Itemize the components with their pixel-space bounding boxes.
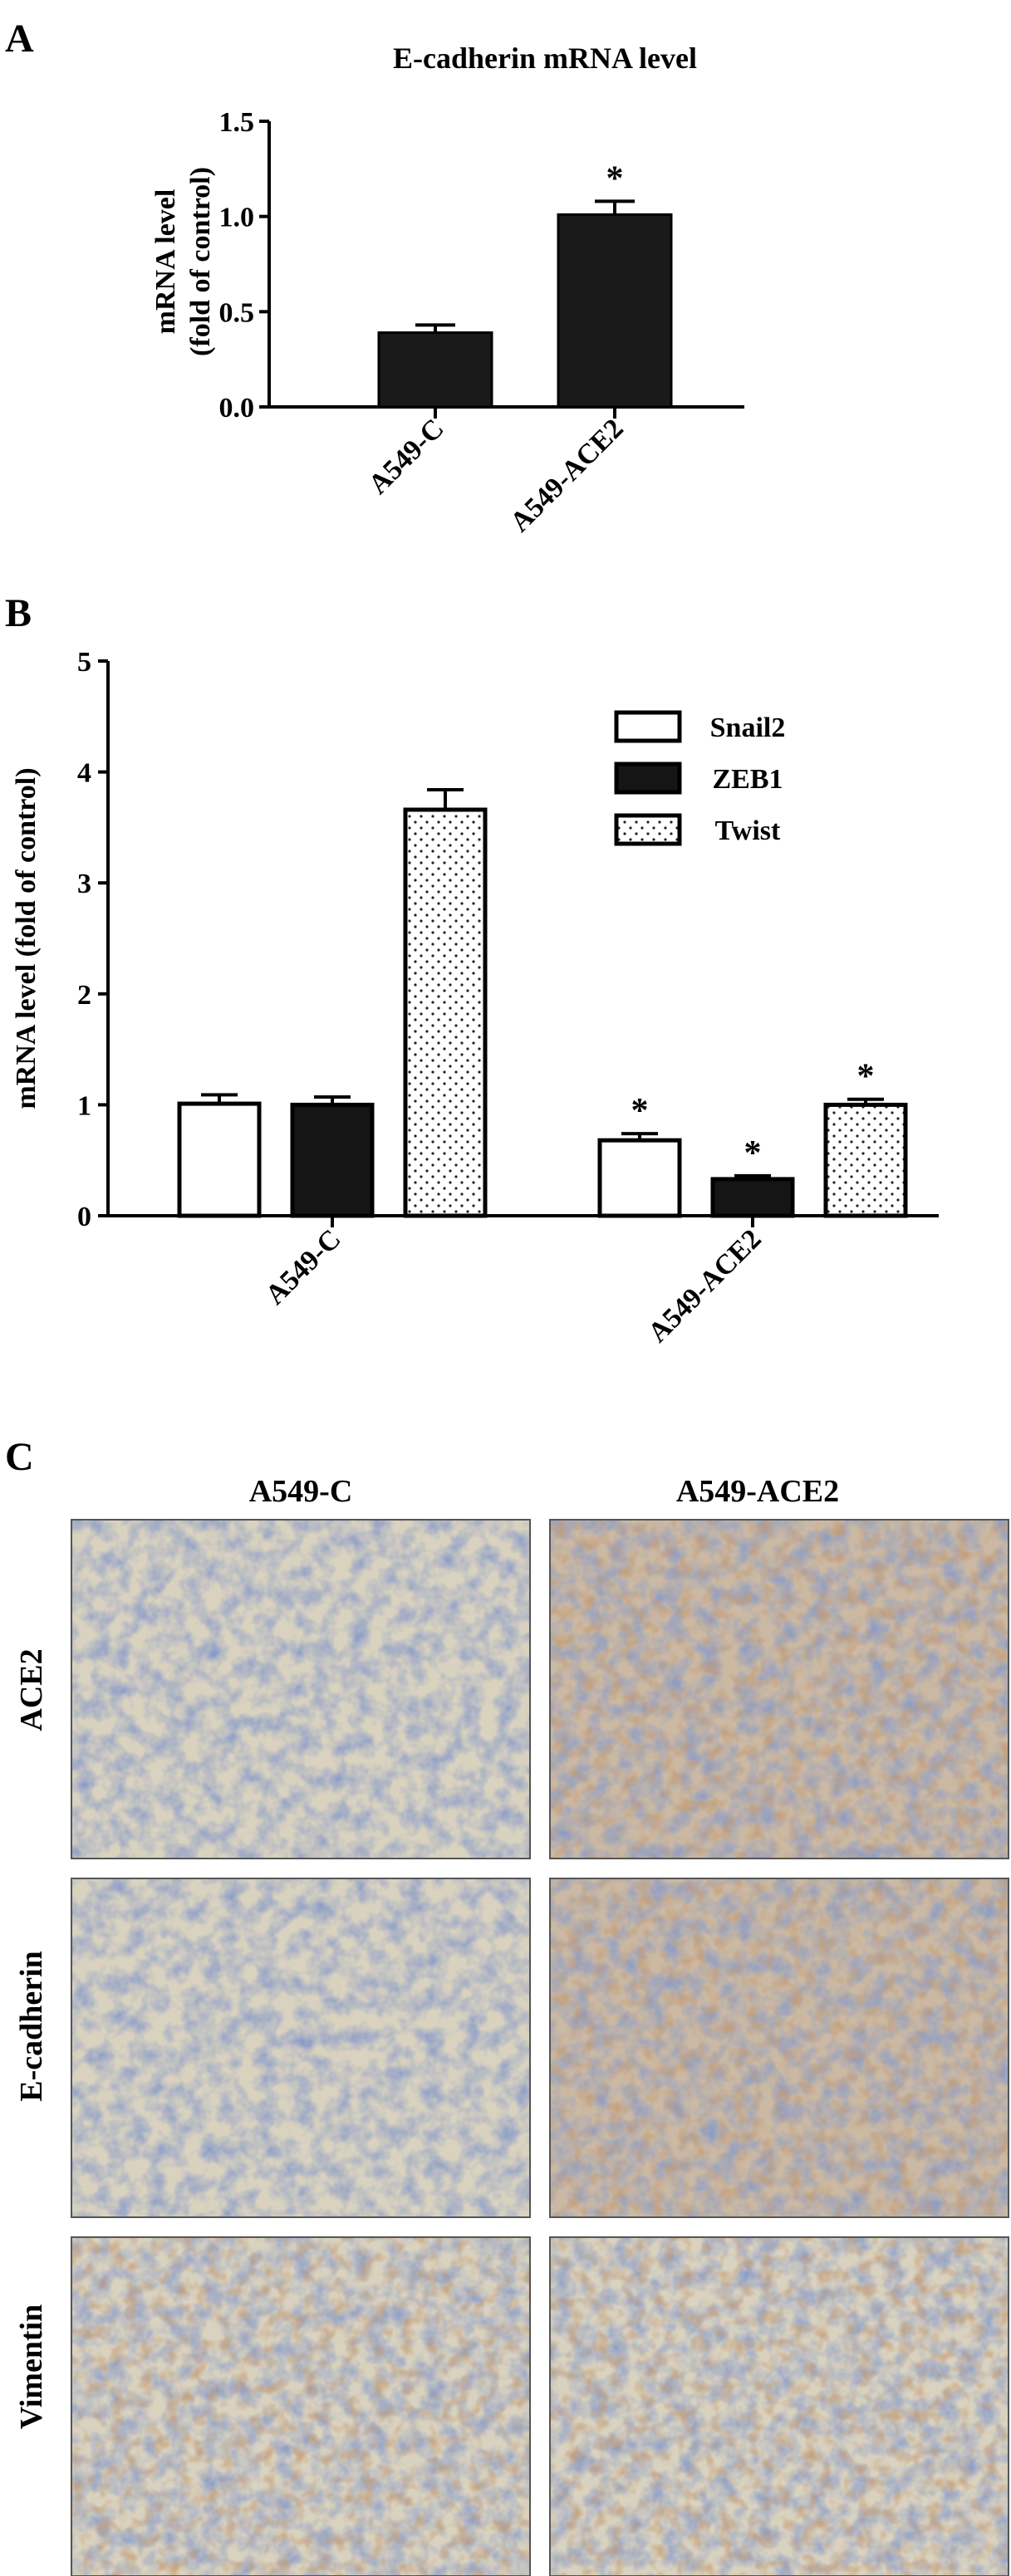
micrograph-brown-stain xyxy=(71,2237,530,2576)
row-label-e-cadherin: E-cadherin xyxy=(14,1951,49,2102)
chart-a-ytick-label: 1.5 xyxy=(219,107,255,138)
legend-swatch-zeb1 xyxy=(614,762,682,795)
chart-b-significance: * xyxy=(744,1134,762,1173)
row-label-ace2: ACE2 xyxy=(14,1648,49,1731)
chart-a-title: E-cadherin mRNA level xyxy=(393,42,697,75)
micrograph-border xyxy=(549,1519,1009,1859)
chart-a-ytick-label: 0.0 xyxy=(219,393,255,424)
panel-c-letter: C xyxy=(5,1435,34,1479)
legend-swatch-snail2 xyxy=(614,710,682,743)
chart-a-significance: * xyxy=(606,159,624,198)
micrograph-grid xyxy=(71,1519,1009,2576)
chart-b-bar-snail2 xyxy=(597,1138,682,1218)
chart-b-plot: 0 1 2 3 4 5 A549-C * * * A549-ACE2 Snail2 ZEB1 Twist xyxy=(77,647,939,1349)
chart-b-ytick-label: 3 xyxy=(77,869,91,899)
chart-b-legend: Snail2 ZEB1 Twist xyxy=(614,710,786,846)
micrograph-brown-stain xyxy=(550,1520,1009,1859)
micrograph-brown-stain xyxy=(550,2237,1009,2576)
chart-a-ylabel-line2: (fold of control) xyxy=(185,167,216,356)
chart-b-ytick-label: 5 xyxy=(77,647,91,678)
col-header-a549-ace2: A549-ACE2 xyxy=(676,1474,839,1509)
chart-a-bar xyxy=(377,331,493,409)
chart-b-bar-zeb1 xyxy=(290,1102,375,1218)
col-header-a549-c: A549-C xyxy=(249,1474,353,1509)
chart-b-category-label: A549-C xyxy=(260,1223,347,1310)
micrograph-border xyxy=(549,2236,1009,2576)
chart-a-ytick-label: 1.0 xyxy=(219,203,255,233)
micrograph-ace2-a549-ace2 xyxy=(549,1519,1009,1859)
micrograph-border xyxy=(549,1878,1009,2218)
chart-b-ylabel: mRNA level (fold of control) xyxy=(11,767,42,1109)
micrograph-border xyxy=(71,2236,531,2576)
chart-a-bar xyxy=(557,213,673,409)
panel-b-letter: B xyxy=(5,591,32,635)
chart-b-category-label: A549-ACE2 xyxy=(642,1223,767,1348)
legend-label-snail2: Snail2 xyxy=(710,713,786,743)
chart-b-bar-twist xyxy=(823,1102,908,1218)
chart-b-significance: * xyxy=(631,1092,649,1130)
chart-a-ylabel-line1: mRNA level xyxy=(150,189,181,335)
chart-b-ytick-label: 0 xyxy=(77,1202,91,1232)
micrograph-nuclei xyxy=(71,1520,530,1859)
chart-b-ytick-label: 4 xyxy=(77,758,91,789)
micrograph-border xyxy=(71,1519,531,1859)
chart-a-category-label: A549-ACE2 xyxy=(504,413,629,537)
chart-b-ytick-label: 2 xyxy=(77,980,91,1011)
micrograph-vimentin-a549-ace2 xyxy=(549,2236,1009,2576)
chart-a-ytick-label: 0.5 xyxy=(219,297,255,328)
micrograph-e-cadherin-a549-ace2 xyxy=(549,1878,1009,2218)
chart-a-category-label: A549-C xyxy=(363,413,450,500)
micrograph-nuclei xyxy=(71,1878,530,2217)
chart-b-bar-zeb1 xyxy=(710,1177,795,1218)
micrograph-vimentin-a549-c xyxy=(71,2236,531,2576)
chart-b-significance: * xyxy=(857,1058,875,1096)
panel-a-letter: A xyxy=(5,17,34,61)
micrograph-border xyxy=(71,1878,531,2218)
chart-a-y-axis-label: mRNA level (fold of control) xyxy=(150,167,216,356)
chart-b-bar-twist xyxy=(403,807,488,1218)
chart-b-ytick-label: 1 xyxy=(77,1090,91,1121)
chart-a-plot: 0.0 0.5 1.0 1.5 A549-C A549-ACE2 * xyxy=(219,107,744,538)
row-label-vimentin: Vimentin xyxy=(14,2304,49,2430)
legend-label-twist: Twist xyxy=(715,815,781,846)
chart-b-bar-snail2 xyxy=(177,1101,262,1218)
micrograph-e-cadherin-a549-c xyxy=(71,1878,531,2218)
legend-label-zeb1: ZEB1 xyxy=(712,764,783,795)
legend-swatch-twist xyxy=(614,813,682,846)
micrograph-ace2-a549-c xyxy=(71,1519,531,1859)
micrograph-brown-stain xyxy=(550,1878,1009,2217)
